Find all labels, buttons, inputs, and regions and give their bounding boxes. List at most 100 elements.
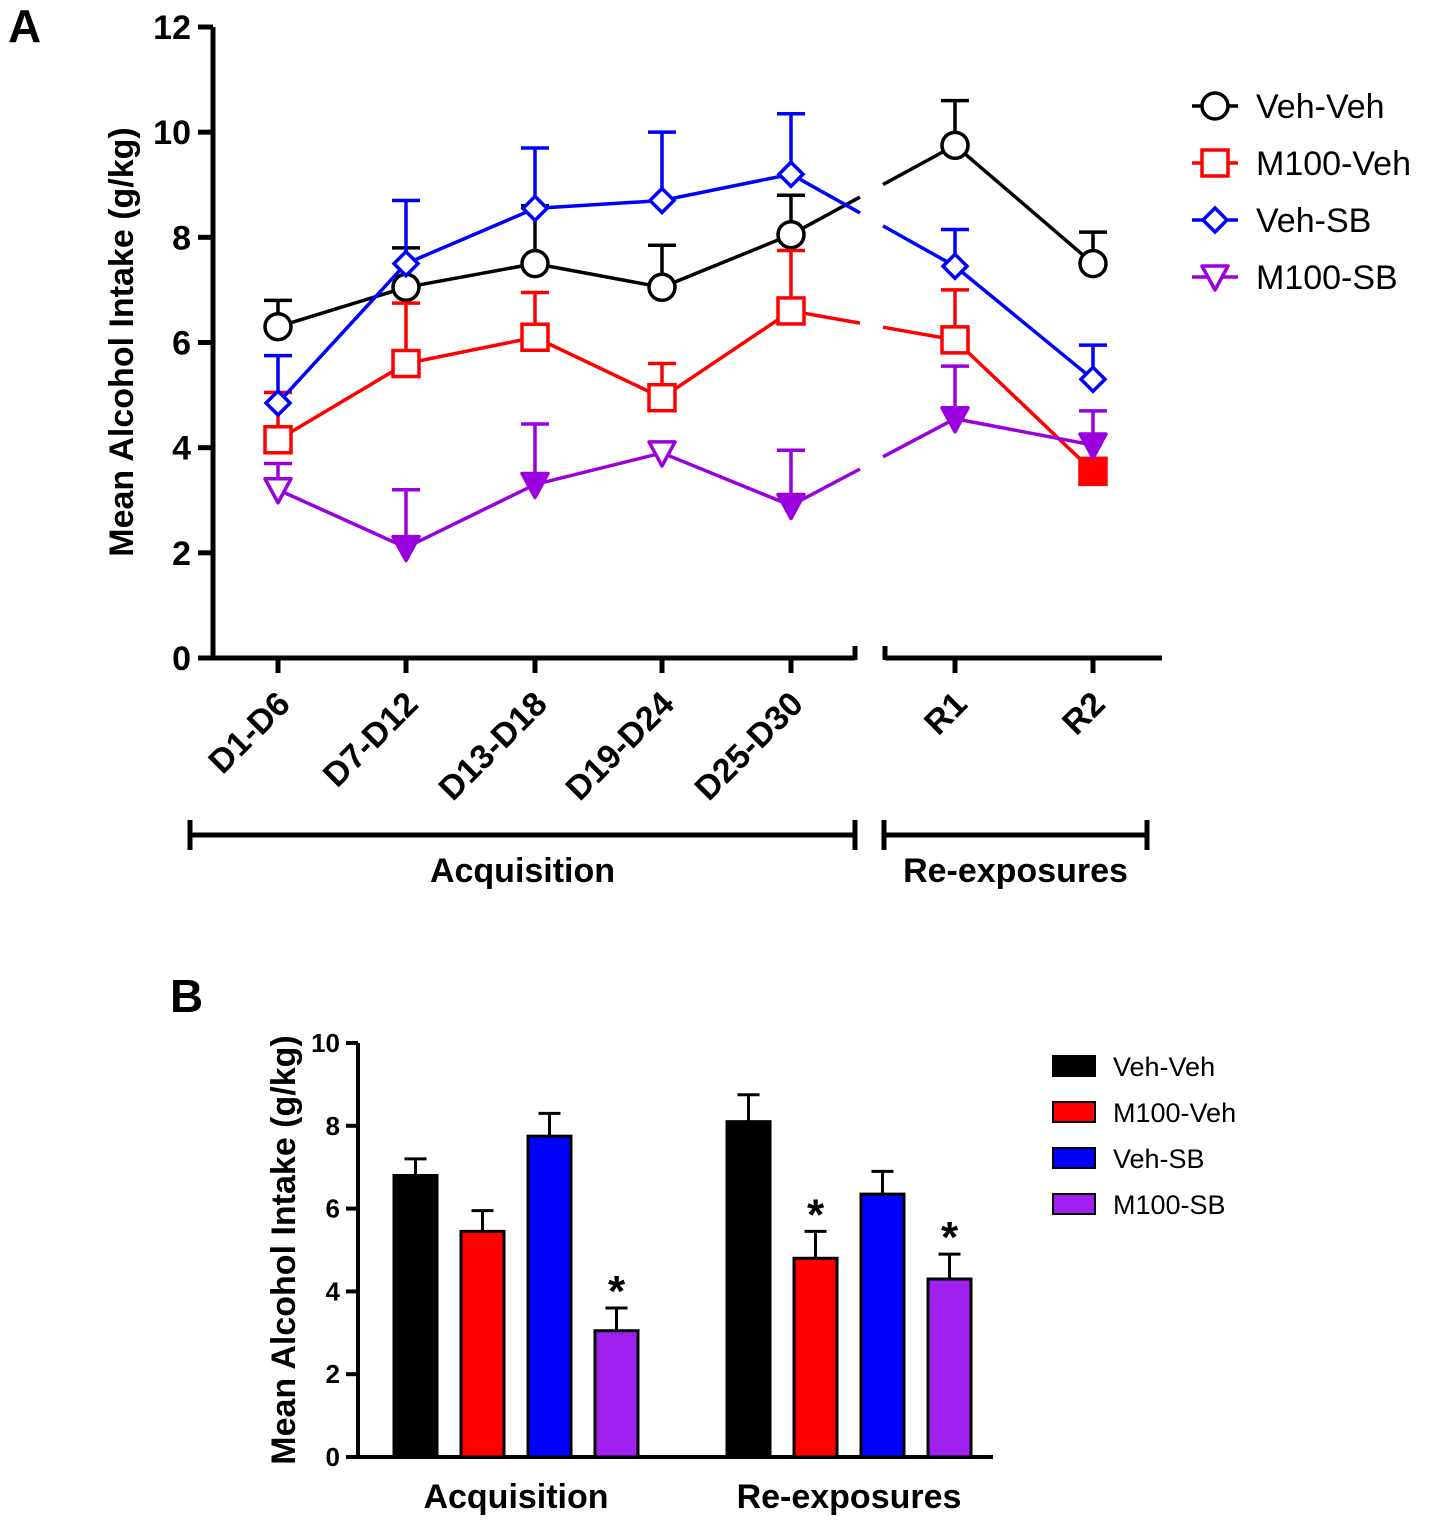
- y-tick-label: 12: [153, 9, 191, 47]
- series-veh-veh: [392, 1093, 772, 1459]
- data-point-veh-sb-r2: [1078, 364, 1108, 394]
- data-point-veh-sb-d1-d6: [263, 388, 293, 418]
- data-point-veh-veh-d1-d6: [263, 311, 293, 342]
- legend-item-m100-sb: M100-SB: [1052, 1190, 1226, 1220]
- series-m100-veh: [263, 248, 1108, 487]
- bar-m100-veh-re-exposures: [792, 1256, 839, 1459]
- y-tick-label: 10: [311, 1028, 340, 1058]
- legend-item-m100-sb: M100-SB: [1192, 259, 1398, 297]
- line-chart: 0 2 4 6 8 10 12 Mean Alcohol Intake (g/kg) D1-D6…: [103, 9, 1411, 890]
- legend-item-veh-veh: Veh-Veh: [1052, 1052, 1215, 1082]
- series-veh-veh: [263, 98, 1108, 342]
- legend-item-veh-sb: Veh-SB: [1052, 1144, 1205, 1174]
- data-point-m100-veh-d7-d12: [391, 348, 421, 379]
- legend-label: M100-Veh: [1256, 145, 1411, 183]
- y-tick-label: 8: [172, 219, 191, 257]
- x-tick-label-r1: R1: [917, 685, 975, 743]
- data-point-veh-veh-d19-d24: [647, 272, 677, 303]
- data-point-m100-sb-d1-d6: [263, 476, 293, 505]
- y-tick-label: 0: [326, 1442, 340, 1472]
- data-point-veh-sb-r1: [940, 251, 970, 281]
- y-tick-label: 6: [326, 1194, 340, 1224]
- legend-label: Veh-Veh: [1256, 88, 1385, 126]
- data-point-veh-veh-d7-d12: [391, 272, 421, 303]
- group-label-acquisition: Acquisition: [430, 852, 615, 890]
- legend-label: Veh-SB: [1113, 1144, 1205, 1174]
- data-point-m100-sb-r2: [1078, 432, 1108, 460]
- data-point-m100-sb-d13-d18: [520, 471, 550, 500]
- legend-swatch: [1052, 1101, 1096, 1123]
- y-tick-label: 2: [172, 535, 191, 573]
- y-tick-label: 4: [326, 1276, 341, 1306]
- legend: Veh-Veh M100-Veh Veh-SB M100-SB: [1052, 1052, 1236, 1220]
- legend-label: Veh-SB: [1256, 202, 1371, 240]
- legend-label: M100-SB: [1256, 259, 1398, 297]
- x-tick-label-d1-d6: D1-D6: [201, 685, 297, 781]
- data-point-veh-veh-r1: [940, 130, 970, 161]
- data-point-m100-veh-r1: [940, 325, 970, 355]
- legend-swatch: [1052, 1055, 1096, 1077]
- bar-m100-sb-acquisition: [593, 1329, 640, 1459]
- x-tick-label-d19-d24: D19-D24: [559, 685, 682, 808]
- bar-veh-sb-acquisition: [526, 1134, 573, 1459]
- bar-veh-veh-re-exposures: [725, 1120, 772, 1459]
- data-point-m100-sb-r1: [940, 405, 970, 434]
- y-tick-label: 10: [153, 114, 191, 152]
- data-point-veh-veh-d13-d18: [520, 248, 550, 279]
- legend: Veh-Veh M100-Veh Veh-SB M100-SB: [1192, 88, 1411, 297]
- y-tick-label: 8: [326, 1111, 340, 1141]
- x-tick-label-d7-d12: D7-D12: [316, 685, 426, 795]
- data-point-veh-sb-d19-d24: [647, 186, 677, 215]
- significance-marker: *: [941, 1213, 959, 1262]
- legend-swatch: [1052, 1193, 1096, 1215]
- significance-marker: *: [807, 1190, 825, 1239]
- x-tick-label-d13-d18: D13-D18: [432, 685, 555, 808]
- data-point-veh-veh-d25-d30: [776, 219, 806, 250]
- data-point-m100-sb-d25-d30: [776, 492, 806, 521]
- series-veh-sb: [263, 112, 1108, 418]
- significance-marker: *: [608, 1267, 626, 1316]
- data-point-m100-veh-d13-d18: [520, 322, 550, 352]
- bar-veh-sb-re-exposures: [859, 1192, 906, 1459]
- data-point-m100-sb-d7-d12: [391, 534, 421, 563]
- legend-marker: [1200, 205, 1230, 235]
- legend-marker: [1200, 264, 1230, 292]
- data-point-m100-veh-d19-d24: [647, 382, 677, 413]
- bar-m100-veh-acquisition: [459, 1229, 506, 1459]
- legend-marker: [1200, 91, 1230, 121]
- group-label-re-exposures: Re-exposures: [903, 852, 1128, 890]
- legend-item-veh-sb: Veh-SB: [1192, 202, 1371, 240]
- panel-b-label: B: [170, 970, 203, 1022]
- bar-m100-sb-re-exposures: [926, 1277, 973, 1459]
- legend-item-veh-veh: Veh-Veh: [1192, 88, 1385, 126]
- data-point-m100-veh-d1-d6: [263, 425, 293, 455]
- series-line-m100-veh: [277, 309, 1095, 473]
- series-m100-sb: **: [593, 1213, 973, 1459]
- legend-item-m100-veh: M100-Veh: [1052, 1098, 1236, 1128]
- y-axis-title: Mean Alcohol Intake (g/kg): [103, 127, 141, 556]
- data-point-veh-sb-d13-d18: [520, 193, 550, 223]
- data-point-veh-sb-d25-d30: [776, 159, 806, 189]
- legend-marker: [1200, 148, 1230, 178]
- data-point-veh-veh-r2: [1078, 248, 1108, 279]
- series-m100-veh: *: [459, 1190, 839, 1459]
- series-line-m100-sb: [277, 416, 1094, 550]
- legend-swatch: [1052, 1147, 1096, 1169]
- legend-label: M100-SB: [1113, 1190, 1226, 1220]
- series-veh-sb: [526, 1111, 906, 1459]
- bar-veh-veh-acquisition: [392, 1173, 439, 1459]
- series-m100-sb: [263, 364, 1108, 563]
- bar-chart: 0 2 4 6 8 10 Mean Alcohol Intake (g/kg) Acquisi…: [265, 1028, 1236, 1516]
- legend-label: M100-Veh: [1113, 1098, 1236, 1128]
- data-point-m100-veh-r2: [1078, 456, 1108, 487]
- legend-label: Veh-Veh: [1113, 1052, 1215, 1082]
- legend-item-m100-veh: M100-Veh: [1192, 145, 1411, 183]
- y-tick-label: 0: [172, 640, 191, 678]
- x-category-label-re-exposures: Re-exposures: [737, 1478, 962, 1516]
- y-tick-label: 4: [172, 430, 191, 468]
- data-point-m100-sb-d19-d24: [647, 440, 677, 468]
- x-tick-label-r2: R2: [1055, 685, 1113, 743]
- x-category-label-acquisition: Acquisition: [423, 1478, 608, 1516]
- x-tick-label-d25-d30: D25-D30: [688, 685, 811, 808]
